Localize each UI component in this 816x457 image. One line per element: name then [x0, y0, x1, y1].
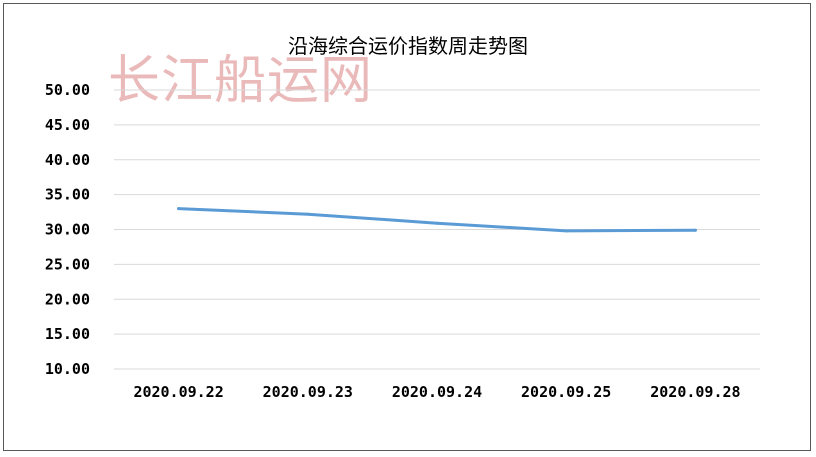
data-point [435, 221, 439, 225]
data-point [564, 229, 568, 233]
y-tick-label: 20.00 [45, 290, 90, 308]
data-point [693, 228, 697, 232]
data-point [177, 207, 181, 211]
y-tick-label: 40.00 [45, 151, 90, 169]
y-tick-label: 30.00 [45, 221, 90, 239]
watermark: 长江船运网 [108, 51, 374, 111]
y-tick-label: 50.00 [45, 81, 90, 99]
y-tick-label: 25.00 [45, 255, 90, 273]
x-tick-label: 2020.09.28 [650, 383, 740, 401]
x-tick-label: 2020.09.25 [521, 383, 611, 401]
y-tick-label: 10.00 [45, 360, 90, 378]
chart-title: 沿海综合运价指数周走势图 [288, 34, 528, 58]
y-tick-label: 15.00 [45, 325, 90, 343]
x-tick-label: 2020.09.24 [392, 383, 482, 401]
chart-frame [3, 3, 811, 451]
data-point [306, 212, 310, 216]
y-tick-label: 35.00 [45, 186, 90, 204]
x-tick-label: 2020.09.22 [133, 383, 223, 401]
series-line [177, 207, 697, 233]
y-tick-label: 45.00 [45, 116, 90, 134]
x-tick-label: 2020.09.23 [263, 383, 353, 401]
